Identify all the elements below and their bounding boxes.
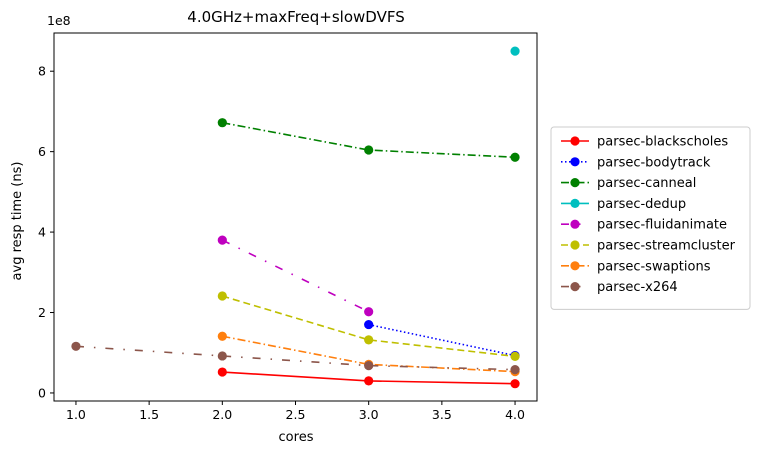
x-tick-label: 2.5 (286, 407, 306, 422)
x-axis-label: cores (279, 430, 314, 445)
legend-marker-parsec-fluidanimate (570, 219, 580, 229)
legend-box (550, 126, 751, 310)
data-point-parsec-swaptions (217, 331, 227, 341)
series-line-parsec-canneal (222, 121, 516, 159)
plot-area: 1.0 1.5 2.0 2.5 3.0 3.5 4.0 0 2 4 6 8 (38, 32, 538, 422)
data-point-parsec-canneal (364, 145, 374, 155)
data-point-parsec-canneal (217, 118, 227, 128)
y-axis-label: avg resp time (ns) (10, 162, 25, 281)
series-line-parsec-streamcluster (222, 295, 516, 358)
data-point-parsec-canneal (510, 152, 520, 162)
legend-marker-parsec-dedup (570, 198, 580, 208)
data-point-parsec-x264 (364, 361, 374, 371)
y-tick-label: 6 (38, 144, 46, 159)
legend-marker-parsec-bodytrack (570, 157, 580, 167)
legend-marker-parsec-streamcluster (570, 240, 580, 250)
data-point-parsec-x264 (217, 351, 227, 361)
x-tick-label: 4.0 (505, 407, 525, 422)
x-tick-label: 2.0 (212, 407, 232, 422)
y-offset-text: 1e8 (47, 13, 71, 28)
data-point-parsec-dedup (510, 46, 520, 56)
legend-label-parsec-streamcluster: parsec-streamcluster (597, 239, 736, 254)
x-tick-label: 3.5 (432, 407, 452, 422)
legend-label-parsec-dedup: parsec-dedup (597, 197, 686, 212)
data-point-parsec-streamcluster (217, 291, 227, 301)
x-tick-label: 1.0 (66, 407, 86, 422)
data-point-parsec-fluidanimate (217, 235, 227, 245)
legend-label-parsec-bodytrack: parsec-bodytrack (597, 155, 711, 170)
data-point-parsec-streamcluster (510, 351, 520, 361)
legend-marker-parsec-blackscholes (570, 136, 580, 146)
legend-marker-parsec-swaptions (570, 261, 580, 271)
y-tick-label: 8 (38, 64, 46, 79)
data-point-parsec-fluidanimate (364, 307, 374, 317)
legend-marker-parsec-x264 (570, 282, 580, 292)
y-tick-label: 2 (38, 305, 46, 320)
legend-label-parsec-swaptions: parsec-swaptions (597, 259, 711, 274)
data-point-parsec-streamcluster (364, 335, 374, 345)
series-line-parsec-swaptions (222, 335, 516, 373)
x-tick-label: 1.5 (139, 407, 159, 422)
legend-label-parsec-x264: parsec-x264 (597, 280, 678, 295)
legend-label-parsec-blackscholes: parsec-blackscholes (597, 135, 728, 150)
data-point-parsec-blackscholes (364, 376, 374, 386)
data-point-parsec-blackscholes (217, 367, 227, 377)
y-tick-label: 0 (38, 385, 46, 400)
y-tick-label: 4 (38, 225, 46, 240)
series-line-parsec-bodytrack (368, 323, 516, 357)
x-tick-label: 3.0 (359, 407, 379, 422)
legend: parsec-blackscholes parsec-bodytrack parse… (550, 126, 751, 310)
data-point-parsec-x264 (510, 365, 520, 375)
plot-frame (53, 32, 538, 402)
data-point-parsec-bodytrack (364, 319, 374, 330)
data-point-parsec-x264 (71, 341, 81, 351)
chart-title: 4.0GHz+maxFreq+slowDVFS (187, 8, 404, 26)
legend-label-parsec-canneal: parsec-canneal (597, 176, 696, 191)
legend-label-parsec-fluidanimate: parsec-fluidanimate (597, 218, 727, 233)
series-line-parsec-fluidanimate (221, 239, 370, 313)
data-point-parsec-blackscholes (510, 379, 520, 389)
legend-marker-parsec-canneal (570, 178, 580, 188)
